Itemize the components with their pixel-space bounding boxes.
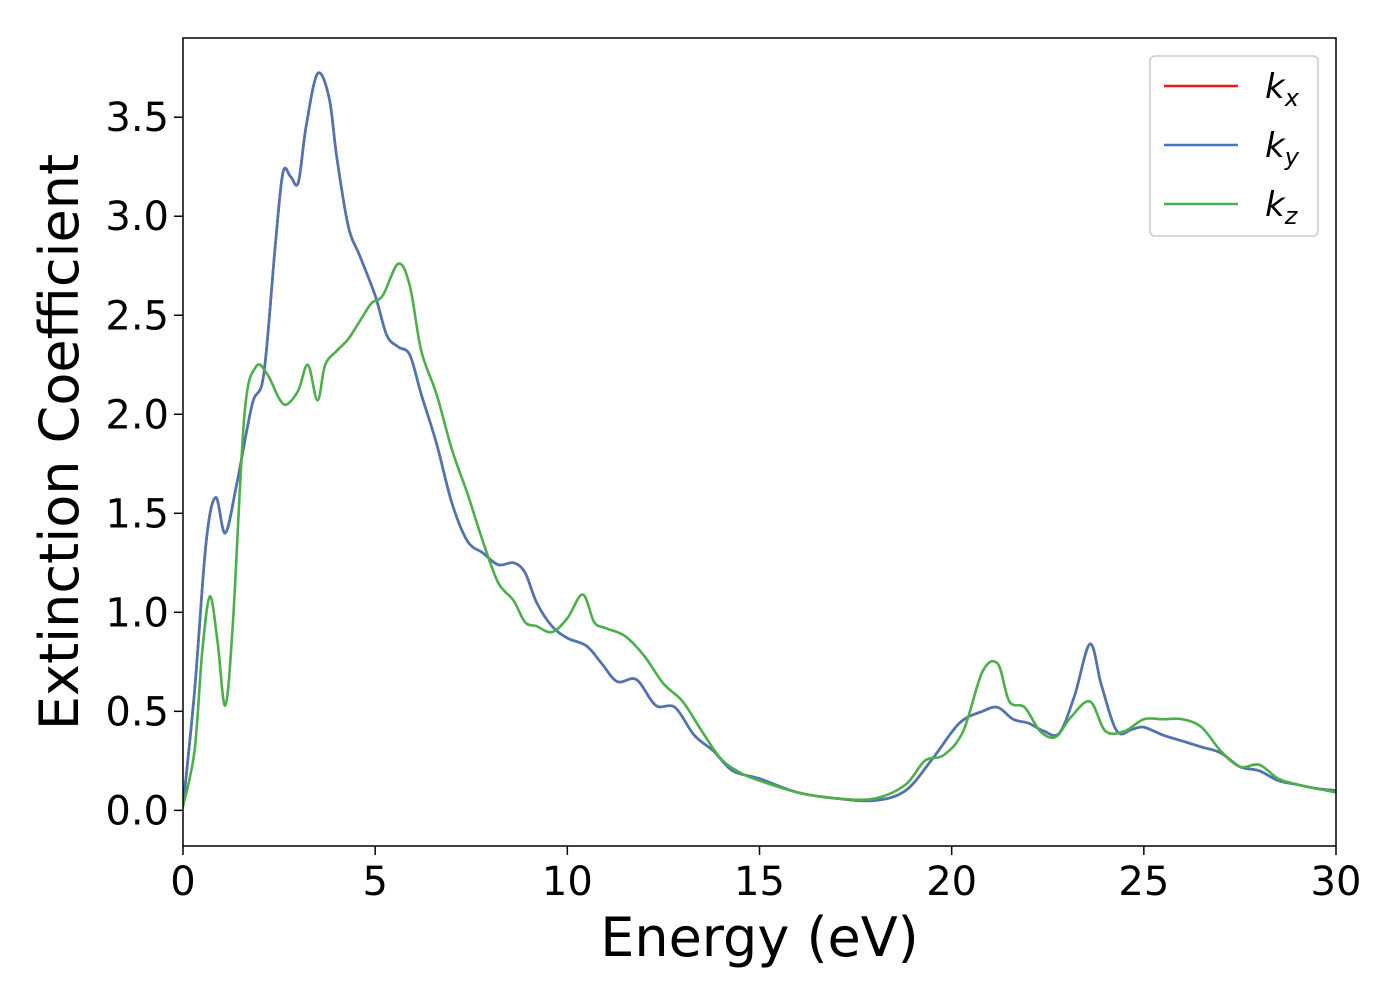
y-tick-label: 2.5 <box>105 293 169 339</box>
y-axis: 0.0 0.5 1.0 1.5 2.0 2.5 3.0 3.5 <box>105 95 183 834</box>
y-tick-label: 0.0 <box>105 788 169 834</box>
y-tick-label: 3.5 <box>105 95 169 141</box>
x-tick-label: 0 <box>170 859 195 905</box>
y-tick-label: 1.5 <box>105 491 169 537</box>
x-axis-label: Energy (eV) <box>600 906 919 969</box>
x-tick-label: 25 <box>1118 859 1169 905</box>
series-line-y <box>183 71 1336 808</box>
y-tick-label: 2.0 <box>105 392 169 438</box>
legend: kx ky kz <box>1149 55 1319 237</box>
x-tick-label: 15 <box>734 859 785 905</box>
x-tick-label: 30 <box>1311 859 1362 905</box>
legend-label-x: kx <box>1265 67 1300 112</box>
y-tick-label: 1.0 <box>105 590 169 636</box>
x-axis: 0 5 10 15 20 25 30 <box>170 846 1361 905</box>
x-tick-label: 5 <box>362 859 387 905</box>
y-axis-label: Extinction Coefficient <box>28 154 91 730</box>
y-tick-label: 3.0 <box>105 194 169 240</box>
y-tick-label: 0.5 <box>105 689 169 735</box>
series-group <box>183 71 1336 808</box>
legend-label-z: kz <box>1265 185 1299 230</box>
x-tick-label: 10 <box>542 859 593 905</box>
series-line-z <box>183 262 1336 808</box>
x-tick-label: 20 <box>926 859 977 905</box>
legend-label-y: ky <box>1265 126 1300 171</box>
